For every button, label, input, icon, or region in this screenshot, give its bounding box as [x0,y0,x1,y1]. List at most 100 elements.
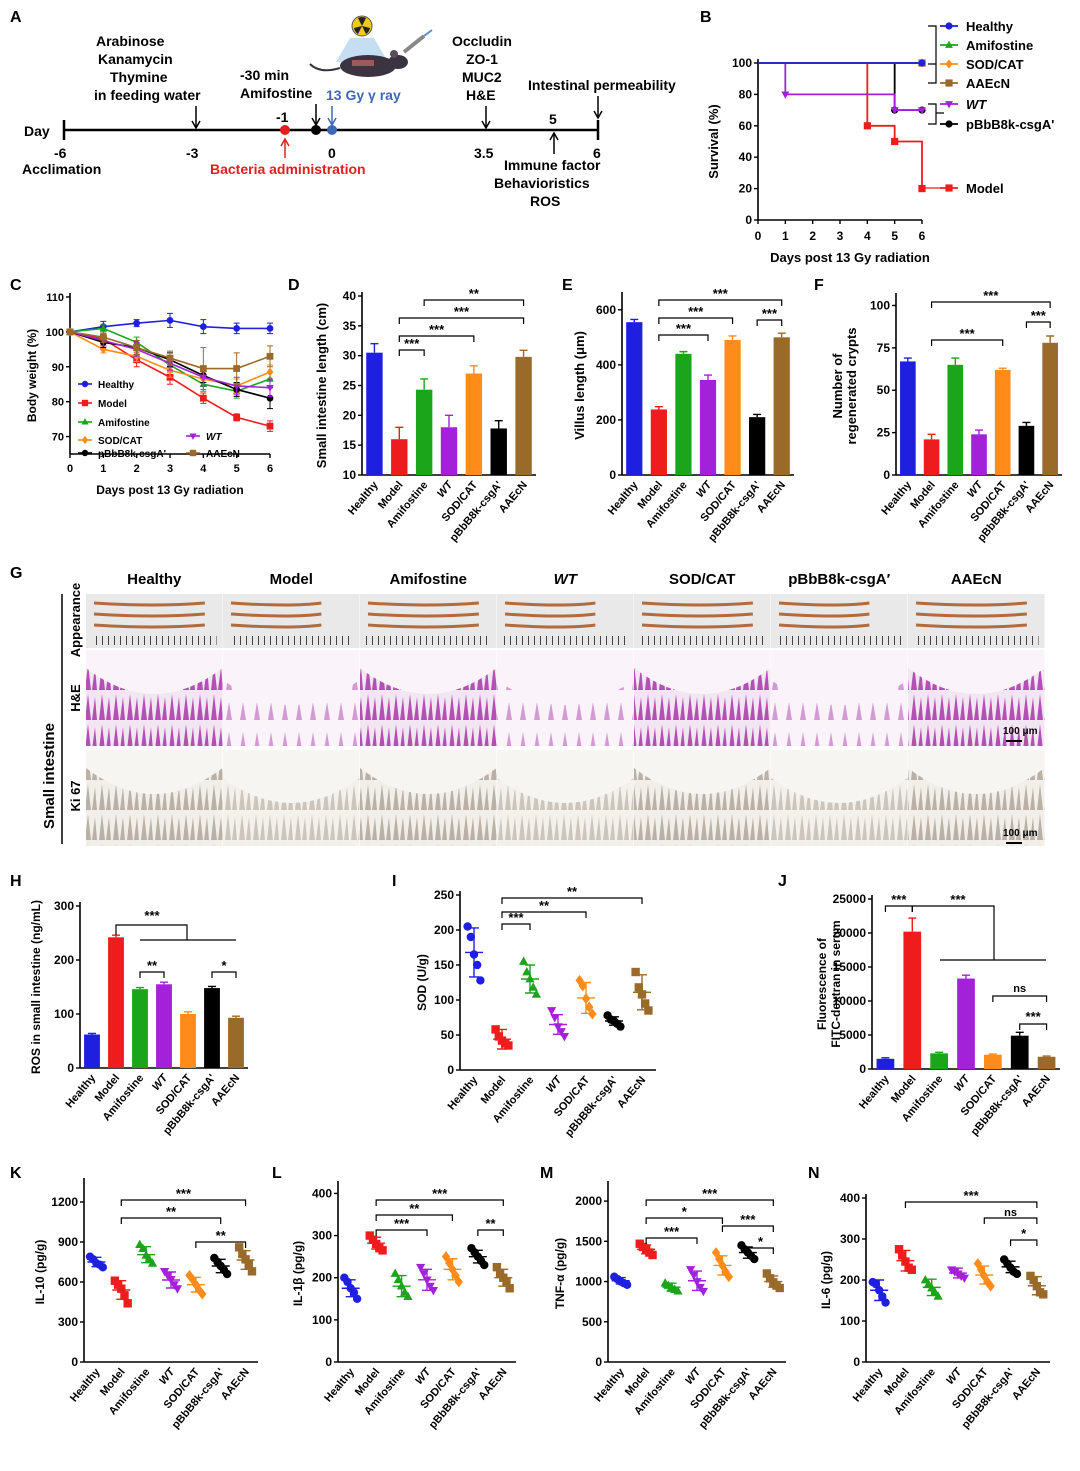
point-amifostine [138,1243,148,1253]
legend-marker-pbbb8k-csga [945,120,953,128]
intestine-strand [93,612,205,618]
significance-label: ** [216,1228,227,1243]
error-bar-amifostine [679,350,688,354]
mean-sd-aaecn [494,1268,513,1287]
mean-sd-aaecn [633,974,651,1011]
survival-point-model [863,122,871,130]
error-bar-pbbb8k-csga [1022,421,1031,426]
legend-label-model: Model [98,399,127,410]
intestine-strand [641,623,753,629]
x-axis-label: Days post 13 Gy radiation [770,250,930,265]
error-bar-aaecn [777,332,786,338]
significance-label: ** [486,1216,497,1231]
x-tick-label: 1 [100,463,106,475]
legend-marker-model [81,399,89,407]
mean-sd-amifostine [662,1282,681,1292]
point-amifostine [522,966,532,976]
point-wt [556,1028,566,1037]
bar-amifostine [415,389,433,475]
error-bar-pbbb8k-csga [753,413,762,418]
error-bar-healthy [881,1057,890,1059]
significance-label: *** [1031,308,1047,323]
he-tissue [497,680,634,746]
bar-pbbb8k-csga [1018,425,1035,475]
significance-label: *** [740,1212,756,1227]
bar-healthy [876,1058,895,1069]
radiation-icon [336,15,388,62]
legend-label-sod-cat: SOD/CAT [966,57,1024,72]
legend-label-wt: WT [206,432,222,443]
error-bar-sod-cat [998,367,1007,370]
error-bar-healthy [903,357,912,362]
legend-marker-healthy [81,380,89,388]
y-tick-label: 20 [739,182,753,196]
significance-bracket [721,1225,774,1232]
significance-label: *** [713,286,729,301]
x-tick-label: 2 [134,463,140,475]
point-sod-cat [588,1008,597,1020]
weight-point-healthy [133,319,141,327]
significance-label: *** [508,910,524,925]
point-sod-cat [585,1001,594,1013]
significance-bracket [1019,1023,1048,1030]
x-tick-label: 3 [837,229,844,243]
error-bar-pbbb8k-csga [494,420,503,429]
y-tick-label: 10 [343,468,357,482]
mean-sd-sod-cat [713,1255,732,1276]
point-pbbb8k-csga [222,1269,232,1279]
category-label: WT [944,1365,965,1387]
point-model [123,1299,132,1308]
weight-point-aaecn [66,328,74,336]
mean-sd-wt [418,1268,436,1292]
category-label: WT [694,478,715,500]
weight-point-aaecn [233,365,241,372]
tick-zero: 0 [328,145,336,161]
point-model [491,1025,500,1034]
significance-label: *** [429,322,445,337]
timeline-axis-label: Day [24,123,50,139]
x-tick-label: 0 [67,463,73,475]
chart-h: 0 100 200 300 ROS in small intestine (ng/mL)… [29,899,248,1137]
y-tick-label: 300 [58,1315,78,1329]
point-amifostine [528,982,538,991]
error-bar-sod-cat [184,1011,192,1014]
point-aaecn [244,1260,253,1269]
bar-healthy [84,1034,100,1068]
y-tick-label: 100 [732,56,752,70]
survival-point-model [891,137,899,146]
intestine-strand [367,612,479,618]
ki67-tissue [86,768,223,846]
immune-line-2: Behavioristics [494,175,590,191]
bar-model [391,439,408,475]
he-tissue [86,668,223,746]
significance-bracket [747,1247,774,1254]
significance-label: *** [664,1224,680,1239]
y-tick-label: 0 [325,1355,332,1369]
point-aaecn [502,1277,511,1287]
point-amifostine [933,1291,943,1300]
he-tissue [771,680,908,746]
bar-model [650,409,667,475]
y-tick-label: 100 [840,1314,860,1328]
y-axis-label: FITC-dextran in serum [829,920,843,1047]
mean-sd-aaecn [764,1275,783,1288]
y-tick-label: 5000 [839,1028,866,1042]
point-wt [419,1270,429,1279]
y-tick-label: 600 [596,303,616,317]
point-healthy [352,1294,362,1303]
error-bar-model [654,406,663,410]
row-he-label: H&E [68,684,83,712]
panel-letter-l: L [272,1165,282,1182]
point-wt [685,1266,696,1275]
column-header-model: Model [270,571,313,588]
category-label: Healthy [857,1073,892,1112]
permeability-label: Intestinal permeability [528,77,676,93]
category-label: Healthy [346,479,381,518]
chart-c: 70 80 90 100 110 Body weight (%) 0 1 2 3 4 5 6 Days p… [25,292,274,497]
scale-bar-label-he: 100 μm [1003,726,1038,737]
y-tick-label: 400 [312,1186,332,1200]
survival-line-wt [758,62,922,111]
significance-bracket [645,1199,774,1206]
legend-marker-pbbb8k-csga [81,449,89,457]
legend-marker-model [945,184,953,192]
